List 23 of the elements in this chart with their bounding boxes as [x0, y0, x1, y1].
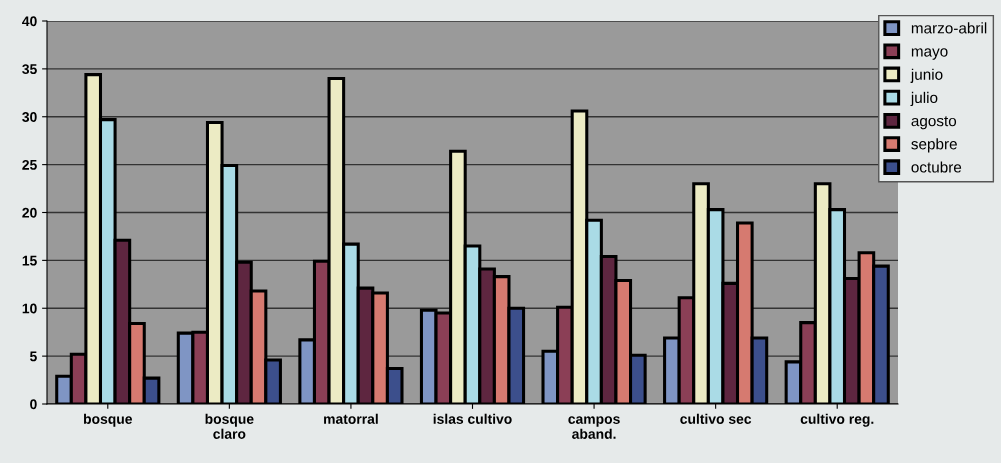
x-tick-label: bosque claro: [205, 413, 254, 439]
x-tick-label: islas cultivo: [433, 413, 512, 424]
x-tick-label: bosque: [84, 413, 133, 427]
x-tick-label: cultivo reg.: [800, 413, 874, 427]
x-tick-label: cultivo sec: [680, 413, 752, 424]
y-tick-label: 40: [22, 16, 37, 27]
legend-label: julio: [910, 91, 938, 107]
legend-label: junio: [910, 68, 943, 83]
x-tick-label: campos aband.: [568, 416, 620, 439]
y-tick-label: 35: [22, 64, 37, 75]
y-tick-label: 20: [22, 207, 37, 218]
legend-label: marzo-abril: [911, 22, 987, 34]
legend-label: agosto: [911, 116, 957, 130]
y-tick-label: 30: [22, 112, 37, 122]
legend-label: octubre: [911, 161, 962, 173]
legend-label: mayo: [911, 48, 948, 60]
y-tick-label: 10: [22, 303, 37, 314]
x-tick-label: matorral: [324, 413, 378, 424]
legend-label: sepbre: [911, 138, 957, 153]
y-tick-label: 0: [30, 399, 37, 410]
y-tick-label: 25: [22, 159, 37, 170]
y-tick-label: 15: [22, 255, 37, 266]
y-tick-label: 5: [29, 351, 37, 362]
